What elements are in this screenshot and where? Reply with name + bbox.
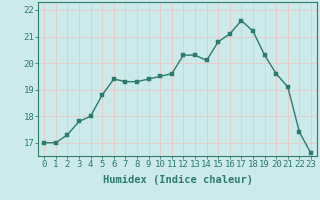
X-axis label: Humidex (Indice chaleur): Humidex (Indice chaleur)	[103, 175, 252, 185]
